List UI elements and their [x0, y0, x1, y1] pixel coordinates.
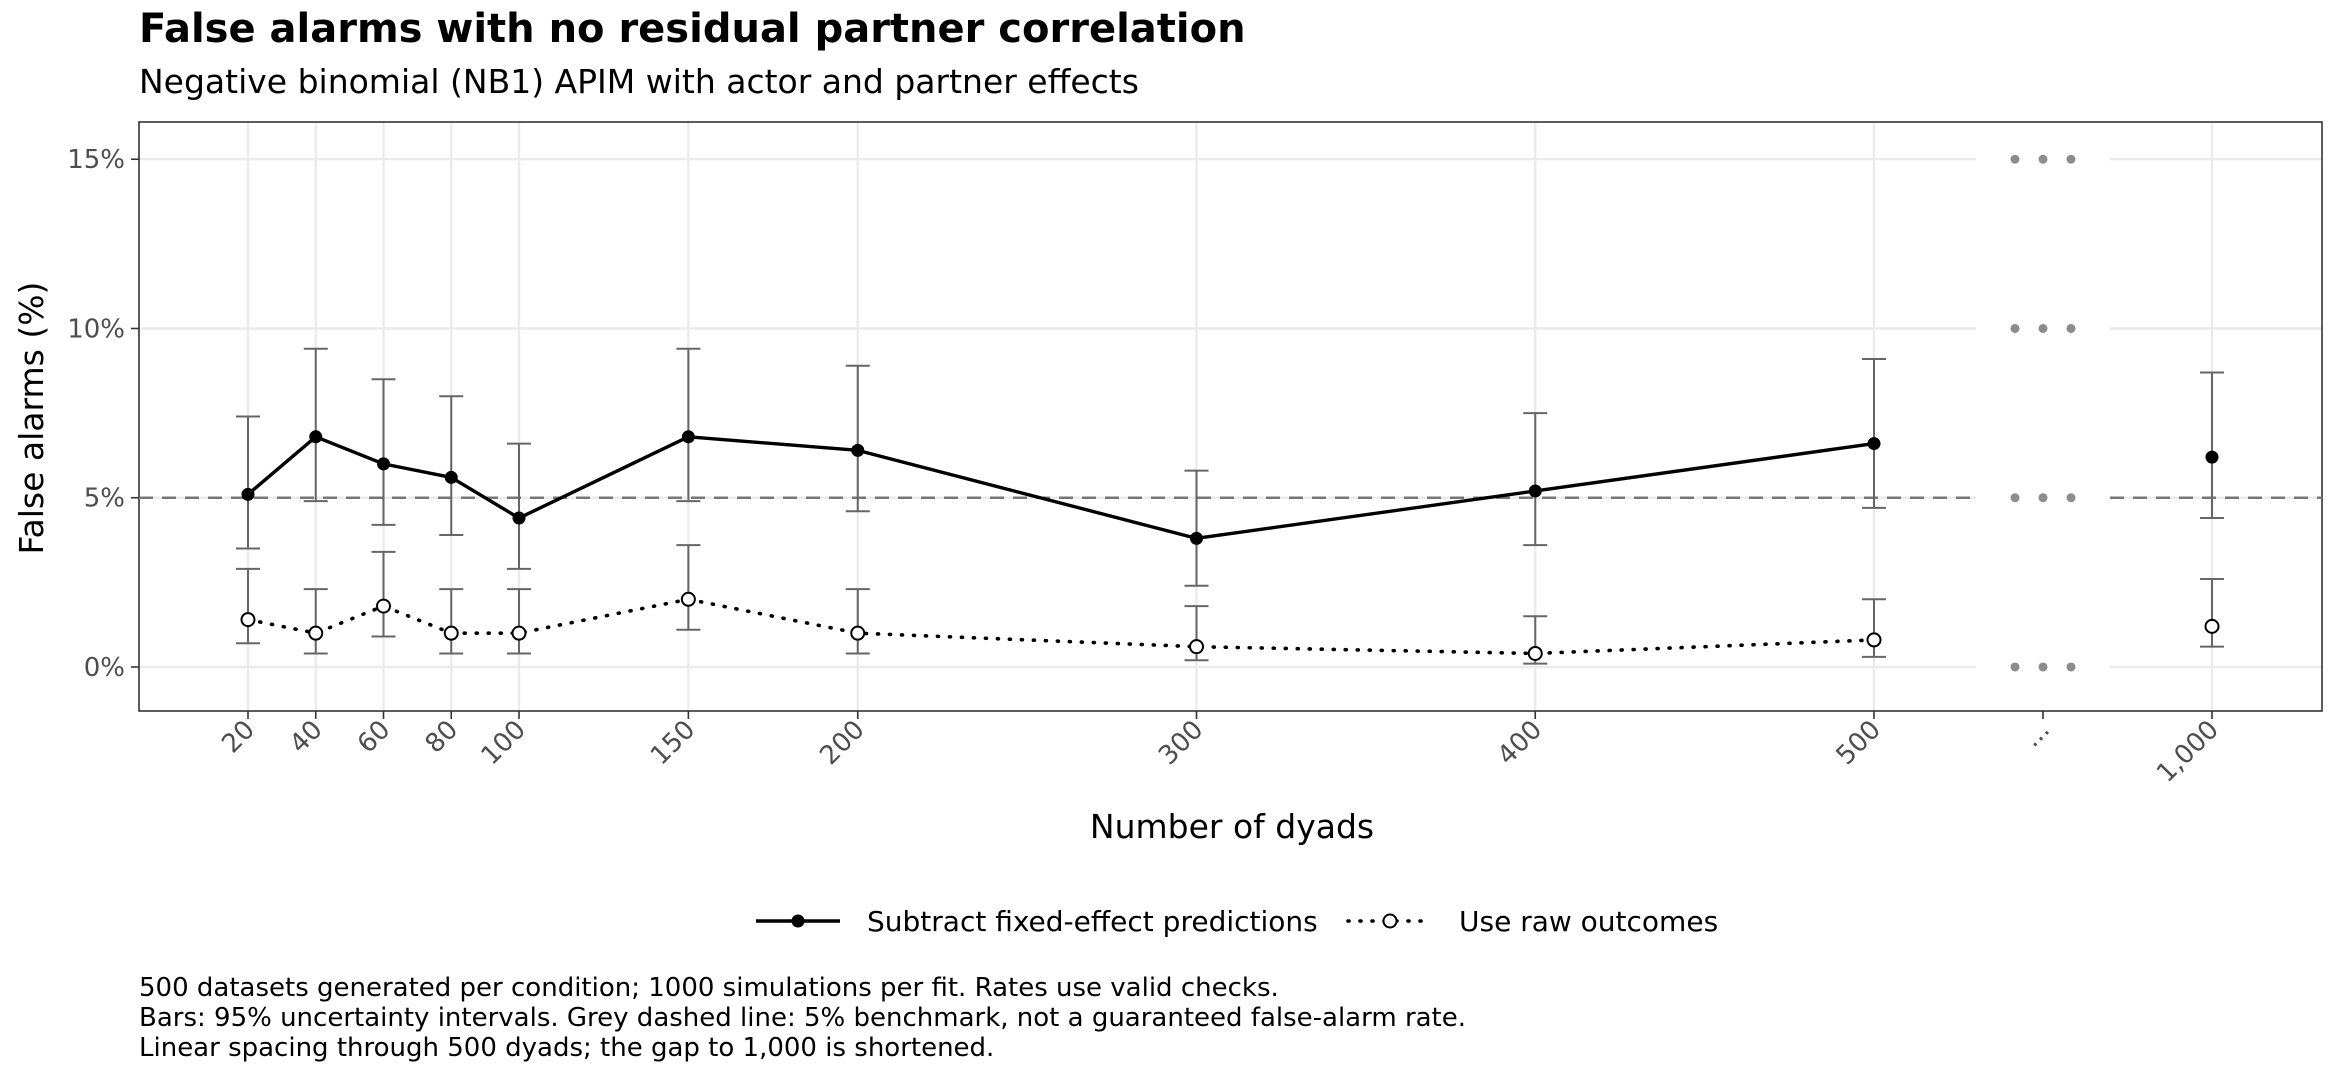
x-axis-title: Number of dyads — [1090, 807, 1374, 846]
data-point-series-2 — [2204, 618, 2220, 634]
data-point-series-2 — [680, 591, 696, 607]
series-line-1 — [246, 435, 1875, 541]
x-tick-label: 60 — [352, 715, 397, 760]
series-line-2 — [246, 597, 1876, 656]
data-point-series-1 — [1190, 531, 1203, 545]
legend: Subtract fixed-effect predictions Use raw… — [756, 905, 1718, 938]
x-tick-label: 150 — [645, 715, 701, 771]
data-point-series-2 — [308, 625, 324, 641]
chart-title: False alarms with no residual partner co… — [139, 6, 1246, 52]
data-point-series-1 — [309, 430, 323, 444]
legend-key-point-1 — [791, 914, 805, 928]
panel-border — [138, 121, 2323, 712]
x-tick-label: 80 — [420, 715, 465, 760]
series-points — [240, 430, 2220, 661]
x-tick-label: 1,000 — [2151, 715, 2225, 789]
gap-dot — [2066, 323, 2076, 333]
gap-dot — [2038, 662, 2048, 672]
data-point-series-2 — [850, 625, 866, 641]
data-point-series-2 — [1527, 645, 1543, 661]
caption-line: Linear spacing through 500 dyads; the ga… — [139, 1033, 995, 1063]
axis-gap — [1976, 123, 2110, 710]
data-point-series-1 — [241, 487, 255, 501]
gap-dot — [2010, 323, 2020, 333]
data-point-series-1 — [444, 470, 458, 484]
y-tick-label: 0% — [84, 653, 125, 683]
x-tick-label: 40 — [284, 715, 329, 760]
x-tick-label: 300 — [1153, 715, 1209, 771]
axis-gap-band — [1976, 123, 2110, 710]
y-tick-label: 5% — [84, 484, 125, 514]
gap-dot — [2066, 154, 2076, 164]
data-point-series-1 — [2205, 450, 2219, 464]
chart-subtitle: Negative binomial (NB1) APIM with actor … — [139, 62, 1139, 101]
caption-line: Bars: 95% uncertainty intervals. Grey da… — [139, 1003, 1467, 1033]
data-point-series-1 — [681, 430, 695, 444]
data-point-series-2 — [1866, 632, 1882, 648]
y-axis-title: False alarms (%) — [12, 282, 51, 555]
x-tick-label: ... — [2017, 715, 2056, 754]
series-lines — [246, 435, 1876, 656]
gap-dot — [2038, 323, 2048, 333]
data-point-series-1 — [1528, 484, 1542, 498]
x-tick-label: 500 — [1831, 715, 1887, 771]
gap-dot — [2010, 154, 2020, 164]
legend-label-1: Subtract fixed-effect predictions — [867, 905, 1318, 938]
x-tick-label: 20 — [216, 715, 261, 760]
data-point-series-2 — [511, 625, 527, 641]
data-point-series-1 — [851, 443, 865, 457]
gap-dot — [2066, 662, 2076, 672]
data-point-series-1 — [1867, 437, 1881, 451]
data-point-series-2 — [376, 598, 391, 614]
legend-label-2: Use raw outcomes — [1459, 905, 1718, 938]
gap-dot — [2038, 154, 2048, 164]
caption: 500 datasets generated per condition; 10… — [139, 973, 1466, 1063]
caption-line: 500 datasets generated per condition; 10… — [139, 973, 1279, 1003]
legend-key-point-2 — [1382, 913, 1398, 929]
x-tick-label: 100 — [476, 715, 532, 771]
gap-dot — [2038, 493, 2048, 503]
y-tick-label: 15% — [67, 145, 125, 175]
data-point-series-1 — [377, 457, 390, 471]
data-point-series-1 — [512, 511, 526, 525]
x-tick-label: 400 — [1492, 715, 1548, 771]
data-point-series-2 — [1189, 639, 1204, 655]
errorbar-layer — [236, 347, 2224, 665]
data-point-series-2 — [443, 625, 459, 641]
data-point-series-2 — [240, 612, 256, 628]
gap-dot — [2066, 493, 2076, 503]
gap-dot — [2010, 662, 2020, 672]
y-tick-label: 10% — [67, 314, 125, 344]
x-tick-label: 200 — [814, 715, 870, 771]
gap-dot — [2010, 493, 2020, 503]
